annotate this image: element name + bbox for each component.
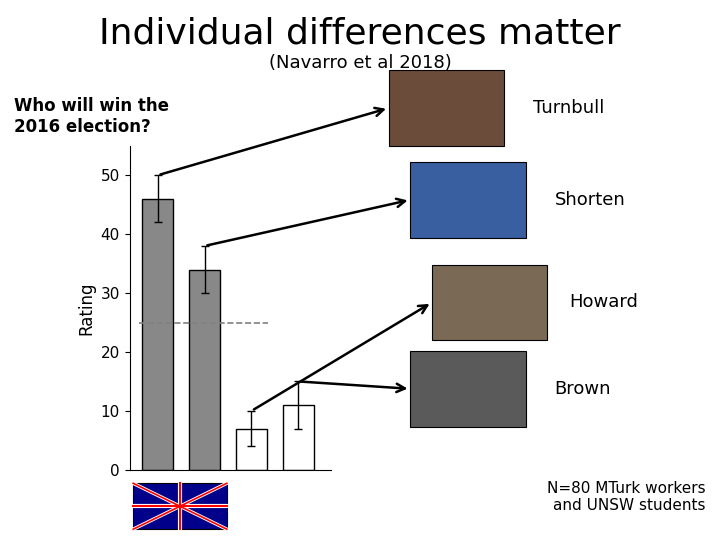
Bar	[143, 199, 173, 470]
Y-axis label: Rating: Rating	[77, 281, 95, 335]
Bar	[236, 429, 266, 470]
Bar	[283, 405, 314, 470]
Text: Shorten: Shorten	[554, 191, 625, 209]
Text: Who will win the
2016 election?: Who will win the 2016 election?	[14, 97, 169, 136]
Text: Howard: Howard	[569, 293, 638, 312]
Text: N=80 MTurk workers
and UNSW students: N=80 MTurk workers and UNSW students	[547, 481, 706, 513]
Text: (Navarro et al 2018): (Navarro et al 2018)	[269, 54, 451, 72]
Text: Turnbull: Turnbull	[533, 99, 604, 117]
Bar	[189, 269, 220, 470]
Text: Individual differences matter: Individual differences matter	[99, 16, 621, 50]
Text: Brown: Brown	[554, 380, 611, 398]
